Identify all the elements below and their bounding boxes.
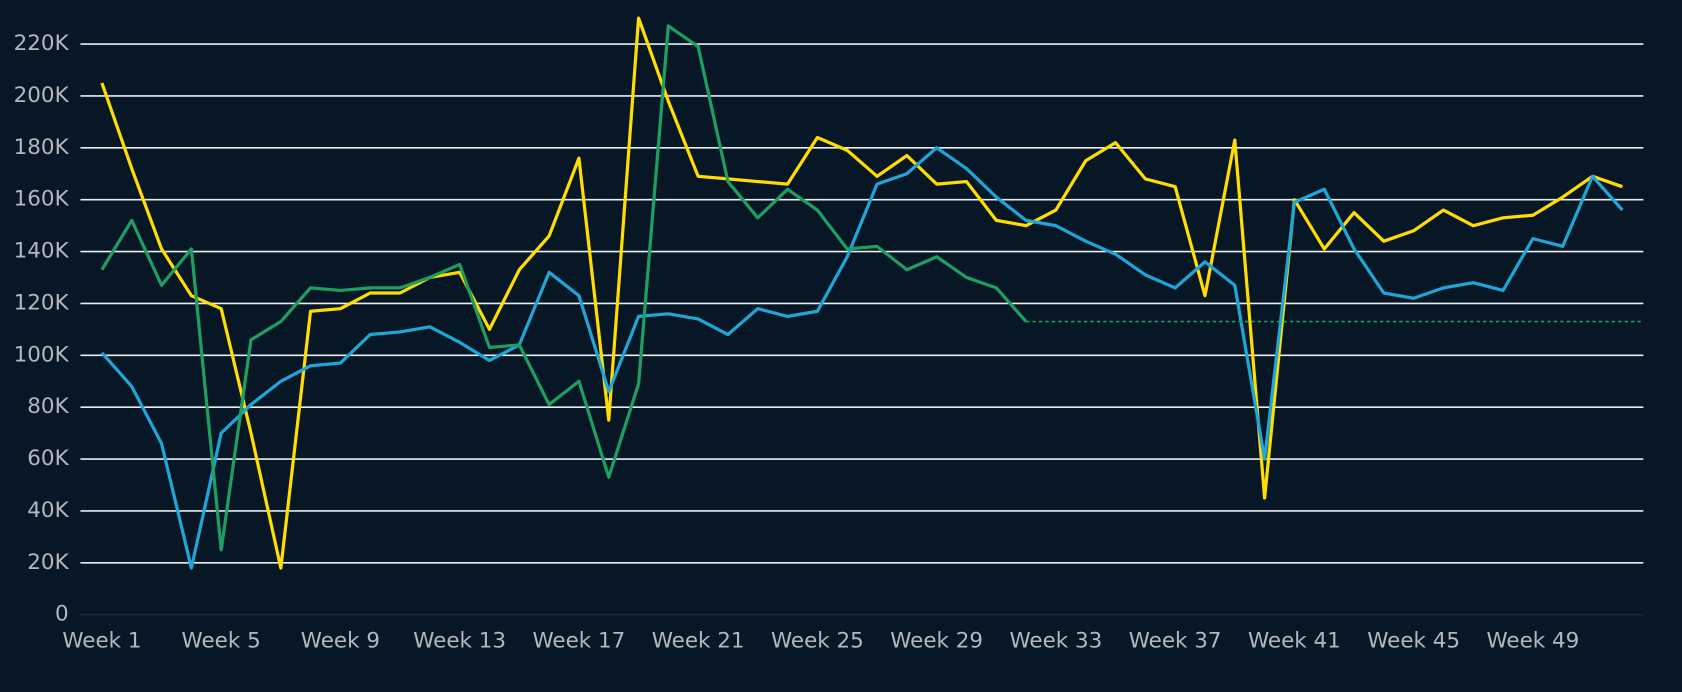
- x-tick-label: Week 25: [771, 629, 864, 654]
- x-tick-label: Week 37: [1129, 629, 1222, 654]
- y-tick-label: 80K: [27, 394, 69, 419]
- x-tick-label: Week 9: [301, 629, 380, 654]
- series-line: [100, 24, 1028, 552]
- y-tick-label: 200K: [14, 83, 70, 108]
- x-tick-label: Week 1: [62, 629, 141, 654]
- x-tick-label: Week 33: [1009, 629, 1102, 654]
- series-line: [100, 16, 1623, 570]
- x-tick-label: Week 49: [1486, 629, 1579, 654]
- y-tick-label: 120K: [14, 290, 70, 315]
- x-tick-label: Week 21: [652, 629, 745, 654]
- x-tick-label: Week 45: [1367, 629, 1460, 654]
- x-tick-label: Week 41: [1248, 629, 1341, 654]
- series-line: [100, 146, 1624, 570]
- x-tick-label: Week 29: [890, 629, 983, 654]
- y-tick-label: 100K: [14, 342, 70, 367]
- x-tick-label: Week 5: [182, 629, 261, 654]
- y-tick-label: 220K: [14, 31, 70, 56]
- y-tick-label: 180K: [14, 135, 70, 160]
- x-tick-label: Week 17: [532, 629, 625, 654]
- y-tick-label: 60K: [27, 446, 69, 471]
- y-tick-label: 160K: [14, 187, 70, 212]
- y-tick-label: 20K: [27, 550, 69, 575]
- y-tick-label: 0: [55, 602, 69, 627]
- y-tick-label: 40K: [27, 498, 69, 523]
- y-tick-label: 140K: [14, 239, 70, 264]
- x-tick-label: Week 13: [413, 629, 506, 654]
